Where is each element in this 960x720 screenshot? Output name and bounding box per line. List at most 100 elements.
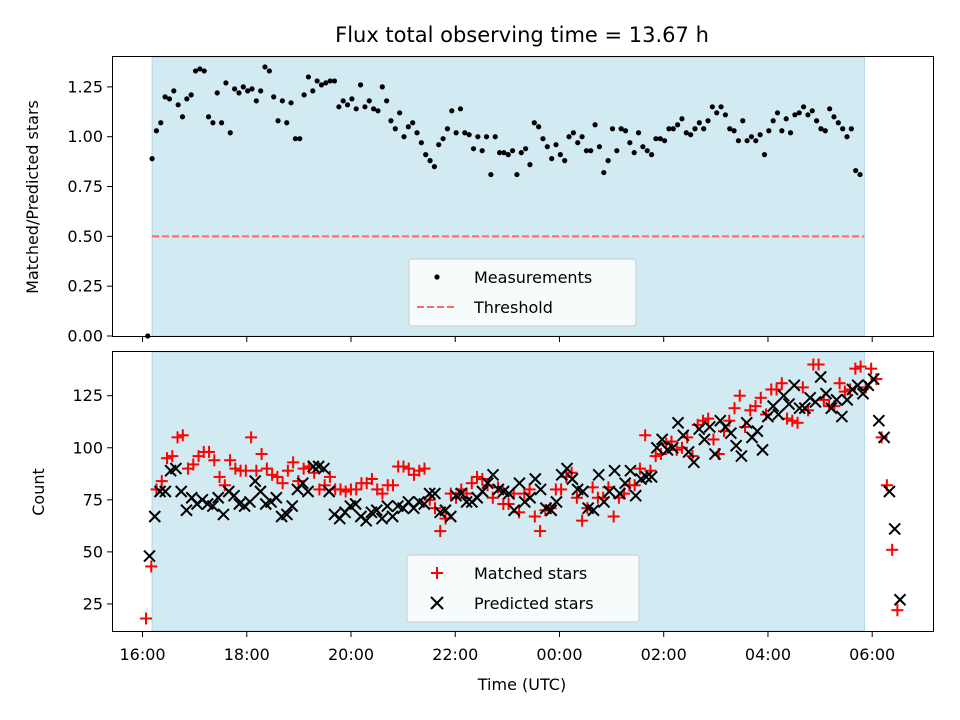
measurement-point [297,136,303,142]
predicted-legend-label: Predicted stars [474,594,594,613]
measurement-point [245,88,251,94]
predicted-star-point [254,485,267,498]
matched-star-point [886,543,899,556]
predicted-star-point [243,495,257,509]
measurement-point [796,110,802,116]
predicted-star-point [840,393,854,407]
predicted-star-point [893,593,907,606]
measurement-point [766,128,772,134]
matched-star-point [386,479,399,492]
measurement-point [436,142,442,148]
chart-title: Flux total observing time = 13.67 h [335,23,709,47]
measurement-point [457,106,464,112]
predicted-star-point [777,389,790,402]
measurement-point [588,148,594,154]
predicted-star-point [877,431,891,444]
matched-star-point [775,377,788,390]
measurement-point [544,144,550,150]
predicted-star-point [534,483,547,496]
top-legend: Measurements Threshold [408,258,637,327]
matched-star-point [865,362,878,375]
predicted-star-point [782,397,796,411]
matched-star-point [523,483,536,496]
predicted-star-point [375,512,389,525]
measurement-point [814,118,820,124]
measurement-point [153,128,160,134]
measurement-point [744,138,750,144]
x-tick-label: 20:00 [328,645,374,664]
predicted-star-point [248,474,262,488]
measurement-point [627,140,633,146]
predicted-star-point [724,426,738,440]
measurement-point [536,124,542,130]
matched-star-point [150,483,163,496]
matched-star-point [639,429,652,442]
measurement-point [648,152,655,158]
x-axis-label: Time (UTC) [477,675,566,694]
predicted-star-point [592,468,605,482]
matched-star-point [649,450,662,463]
predicted-star-point [655,433,669,446]
matched-star-point [838,385,851,398]
measurement-point [279,98,285,104]
predicted-star-point [682,445,695,459]
predicted-star-point [798,402,812,415]
matched-star-point [297,462,310,475]
x-tick-label: 06:00 [849,645,895,664]
predicted-star-point [153,485,167,498]
matched-legend-label: Matched stars [474,564,587,583]
measurement-point [227,130,233,136]
matched-star-point [413,464,426,477]
measurement-point [310,88,316,94]
measurement-point [483,134,490,140]
measurement-point [783,116,789,122]
matched-star-point [670,443,683,456]
measurement-point [748,134,755,140]
measurement-point [666,126,672,132]
measurement-point [214,90,220,96]
predicted-star-point [766,399,780,413]
matched-star-point [418,462,431,475]
matched-star-point [260,462,273,475]
measurement-point [688,132,694,138]
measurement-point [575,140,581,146]
predicted-star-point [560,462,574,475]
predicted-star-point [587,504,600,517]
measurement-point [336,104,342,110]
predicted-star-point [640,470,653,484]
measurement-point [175,102,181,108]
predicted-star-point [576,485,590,498]
measurement-point [292,136,299,142]
measurement-point [635,130,642,136]
measurement-point [414,130,420,136]
measurement-point [809,108,815,114]
y-tick-label: 1.00 [67,127,103,146]
predicted-star-point [523,491,537,504]
measurement-point [184,96,190,102]
measurement-point [718,104,724,110]
measurements-legend-marker [434,274,440,280]
measurement-point [800,104,807,110]
matched-star-point [281,464,294,477]
measurement-point [357,82,364,88]
matched-star-point [271,470,284,483]
y-tick-label: 100 [72,438,103,457]
measurement-point [679,116,685,122]
measurement-point [288,100,294,106]
measurement-point [240,84,246,90]
y-tick-label: 1.25 [67,77,103,96]
predicted-star-point [872,414,886,427]
matched-star-point [397,460,410,473]
matched-star-point [707,433,720,446]
matched-star-point [812,358,825,371]
measurement-point [423,152,429,158]
measurement-point [818,126,824,132]
measurement-point [527,162,533,168]
measurement-point [583,148,590,154]
measurement-point [840,126,846,132]
predicted-star-point [883,485,896,498]
predicted-star-point [814,370,827,384]
measurement-point [301,92,307,98]
predicted-star-point [819,387,833,400]
matched-star-point [749,400,762,413]
